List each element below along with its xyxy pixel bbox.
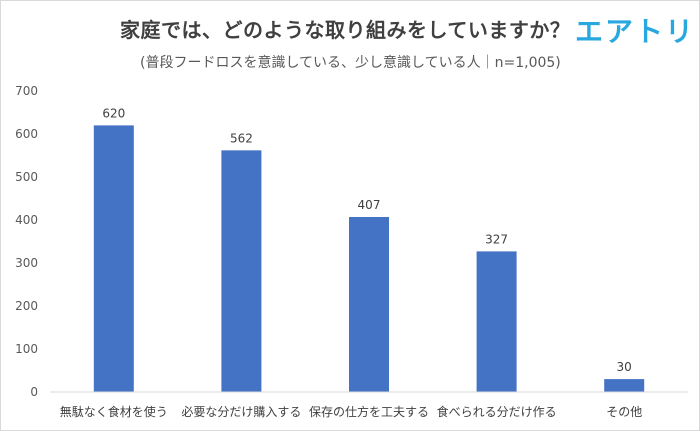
x-tick-label: 必要な分だけ購入する [181, 405, 301, 419]
y-axis-ticks: 0 100 200 300 400 500 600 700 [15, 84, 38, 399]
brand-logo: エアトリ [575, 15, 696, 48]
x-tick-label: 無駄なく食材を使う [60, 404, 168, 419]
x-tick-label: 食べられる分だけ作る [437, 404, 557, 419]
y-tick-label: 300 [15, 256, 38, 270]
bar [604, 379, 645, 392]
chart-title: 家庭では、どのような取り組みをしていますか？ [120, 18, 571, 42]
bar [221, 150, 262, 392]
y-tick-label: 400 [15, 213, 38, 227]
data-label: 562 [230, 131, 253, 145]
y-tick-label: 200 [15, 299, 38, 313]
x-tick-label: 保存の仕方を工夫する [309, 404, 429, 419]
bar [476, 251, 517, 392]
y-tick-label: 600 [15, 127, 38, 141]
y-tick-label: 0 [30, 385, 38, 399]
chart-subtitle: (普段フードロスを意識している、少し意識している人｜n=1,005) [140, 55, 561, 71]
data-label: 327 [485, 232, 508, 246]
bar [349, 216, 389, 392]
data-label: 30 [617, 360, 632, 374]
data-label: 407 [358, 198, 381, 212]
y-tick-label: 500 [15, 170, 38, 184]
bar-series [93, 125, 645, 393]
y-tick-label: 100 [15, 342, 38, 356]
x-tick-label: その他 [606, 405, 642, 419]
data-label: 620 [102, 106, 125, 120]
y-tick-label: 700 [15, 84, 38, 98]
data-labels: 620 562 407 327 30 [102, 106, 631, 374]
bar [93, 125, 134, 393]
x-axis-ticks: 無駄なく食材を使う 必要な分だけ購入する 保存の仕方を工夫する 食べられる分だけ作る そ… [60, 404, 642, 419]
